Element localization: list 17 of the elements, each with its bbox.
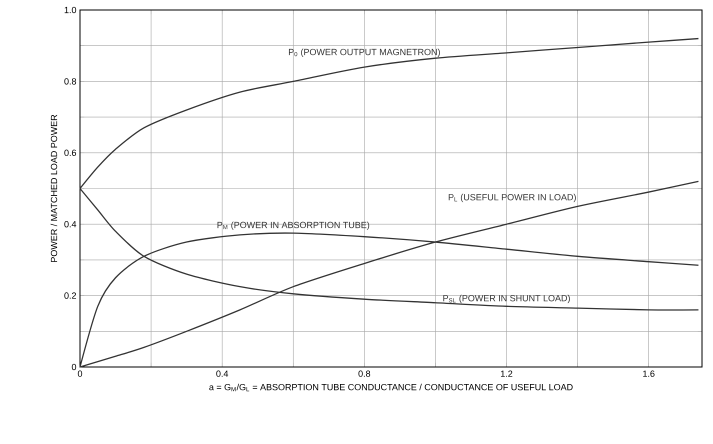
y-axis-title: POWER / MATCHED LOAD POWER: [50, 114, 58, 262]
x-tick-label: 1.6: [643, 370, 655, 377]
x-tick-label: 0: [78, 370, 82, 377]
y-tick-label: 0.8: [64, 78, 76, 85]
series-label: P$_{0}$ (POWER OUTPUT MAGNETRON): [288, 48, 440, 57]
y-tick-label: 1.0: [64, 6, 76, 14]
y-tick-label: 0.6: [64, 150, 76, 156]
x-axis-title: a = G$_{M}$/G$_{L}$ = ABSORPTION TUBE CONDUCTANCE / CONDUCTANCE OF USEFUL LOAD: [209, 384, 573, 392]
x-tick-label: 1.2: [500, 370, 512, 377]
y-tick-label: 0.2: [64, 292, 76, 299]
x-tick-label: 0.4: [216, 370, 228, 377]
series-label: P$_{L}$ (USEFUL POWER IN LOAD): [448, 194, 576, 202]
series-label: P$_{M}$ (POWER IN ABSORPTION TUBE): [218, 222, 370, 230]
series-label: P$_{SL}$ (POWER IN SHUNT LOAD): [443, 294, 570, 304]
y-tick-label: 0.4: [64, 221, 76, 228]
x-tick-label: 0.8: [358, 370, 370, 377]
y-tick-label: 0: [72, 364, 76, 370]
